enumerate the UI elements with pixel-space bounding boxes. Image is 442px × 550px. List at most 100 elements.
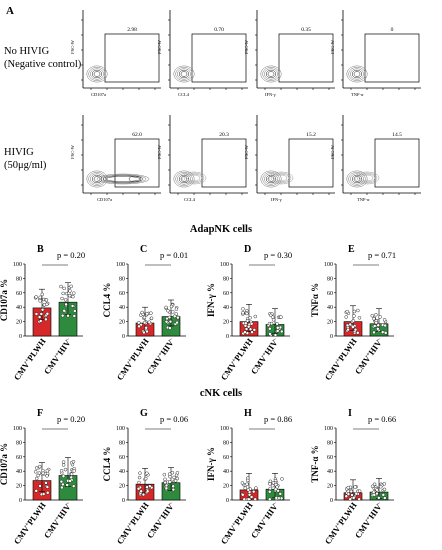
flow-plot-xlabel: IFN-γ	[265, 92, 276, 97]
data-point	[276, 329, 280, 333]
flow-plot-contour	[91, 69, 103, 79]
data-point	[39, 312, 44, 316]
flow-plot-xlabel: CCL4	[184, 197, 196, 202]
data-point	[145, 471, 149, 475]
data-point	[41, 471, 45, 475]
data-point	[357, 489, 362, 493]
data-point	[344, 494, 348, 498]
data-point	[241, 307, 245, 311]
x-tick-label: CMV+PLWH	[323, 500, 359, 546]
data-point	[169, 304, 174, 309]
flow-plot-contour	[178, 69, 190, 79]
data-point	[383, 496, 387, 500]
data-point	[356, 308, 360, 313]
data-point	[241, 493, 245, 497]
data-point	[346, 485, 350, 490]
data-point	[246, 324, 251, 329]
x-tick-label: CMV+PLWH	[12, 500, 48, 546]
data-point	[64, 302, 68, 307]
data-point	[378, 315, 382, 319]
data-point	[246, 478, 250, 483]
data-point	[352, 496, 356, 500]
data-point	[345, 309, 349, 314]
data-point	[372, 330, 376, 335]
data-point	[268, 486, 272, 491]
y-axis-label: CCL4 %	[102, 447, 112, 482]
flow-plot-contour	[86, 170, 108, 188]
flow-plot-contour	[99, 174, 147, 184]
data-point	[168, 480, 172, 484]
data-point	[142, 320, 147, 325]
data-point	[374, 320, 378, 325]
flow-plot-contour	[354, 171, 380, 185]
data-point	[34, 295, 38, 299]
panel-letter: E	[348, 244, 355, 255]
y-tick-label: 20	[119, 320, 125, 326]
data-point	[173, 314, 177, 318]
y-axis-label: CD107a %	[0, 279, 9, 321]
data-point	[68, 289, 72, 293]
flow-cytometry-plots: FSC-W CD107a 2.98 FSC-W CCL4 0.70 FSC-W IFN-γ 0.…	[70, 10, 421, 202]
y-tick-label: 80	[119, 276, 125, 282]
data-point	[245, 311, 249, 316]
data-point	[163, 477, 167, 482]
panel-letter: F	[37, 408, 43, 419]
data-point	[175, 320, 179, 325]
data-point	[149, 316, 154, 320]
data-point	[268, 327, 272, 331]
data-point	[62, 286, 66, 291]
flow-plot-ylabel: FSC-W	[244, 144, 249, 159]
panel-letter: G	[140, 408, 148, 419]
flow-plot-contour	[86, 65, 108, 83]
y-tick-label: 100	[220, 426, 229, 432]
data-point	[174, 312, 178, 316]
data-point	[248, 315, 252, 320]
data-point	[356, 331, 360, 335]
y-tick-label: 0	[330, 498, 333, 504]
flow-plot-ylabel: FSC-W	[330, 144, 335, 159]
y-tick-label: 40	[327, 305, 333, 311]
data-point	[254, 486, 258, 490]
data-point	[65, 483, 69, 487]
flow-plot-ylabel: FSC-W	[157, 144, 162, 159]
p-value-label: p = 0.86	[264, 414, 292, 424]
flow-plot-ylabel: FSC-W	[330, 39, 335, 54]
flow-plot-contour	[180, 71, 188, 77]
data-point	[60, 296, 64, 301]
p-value-label: p = 0.20	[57, 250, 85, 260]
data-point	[268, 497, 272, 501]
y-tick-label: 100	[13, 262, 22, 268]
flow-plot: FSC-W CD107a 2.98	[70, 10, 161, 97]
y-tick-label: 0	[19, 334, 22, 340]
panel-letter: H	[244, 408, 252, 419]
flow-plot: FSC-W IFN-γ 0.35	[244, 10, 335, 97]
flow-plot-contour	[88, 67, 106, 81]
data-point	[63, 467, 68, 472]
data-point	[40, 307, 45, 312]
y-tick-label: 60	[327, 455, 333, 461]
y-tick-label: 80	[119, 440, 125, 446]
flow-plot-gate	[364, 33, 420, 83]
y-tick-label: 60	[223, 291, 229, 297]
data-point	[42, 303, 47, 307]
y-tick-label: 0	[226, 334, 229, 340]
row2-label-line2: (50μg/ml)	[4, 160, 47, 171]
y-tick-label: 40	[119, 469, 125, 475]
data-point	[280, 477, 284, 481]
flow-plot-contour	[260, 65, 282, 83]
flow-plot-contour	[356, 172, 378, 184]
data-point	[377, 496, 381, 500]
y-tick-label: 40	[16, 305, 22, 311]
flow-plot-contour	[173, 170, 195, 188]
data-point	[279, 496, 284, 501]
data-point	[72, 469, 76, 473]
data-point	[357, 316, 362, 320]
data-point	[38, 295, 42, 300]
y-tick-label: 100	[13, 426, 22, 432]
data-point	[147, 320, 152, 324]
flow-plot-gate	[288, 138, 334, 188]
section-title-adapnk: AdapNK cells	[190, 224, 252, 235]
